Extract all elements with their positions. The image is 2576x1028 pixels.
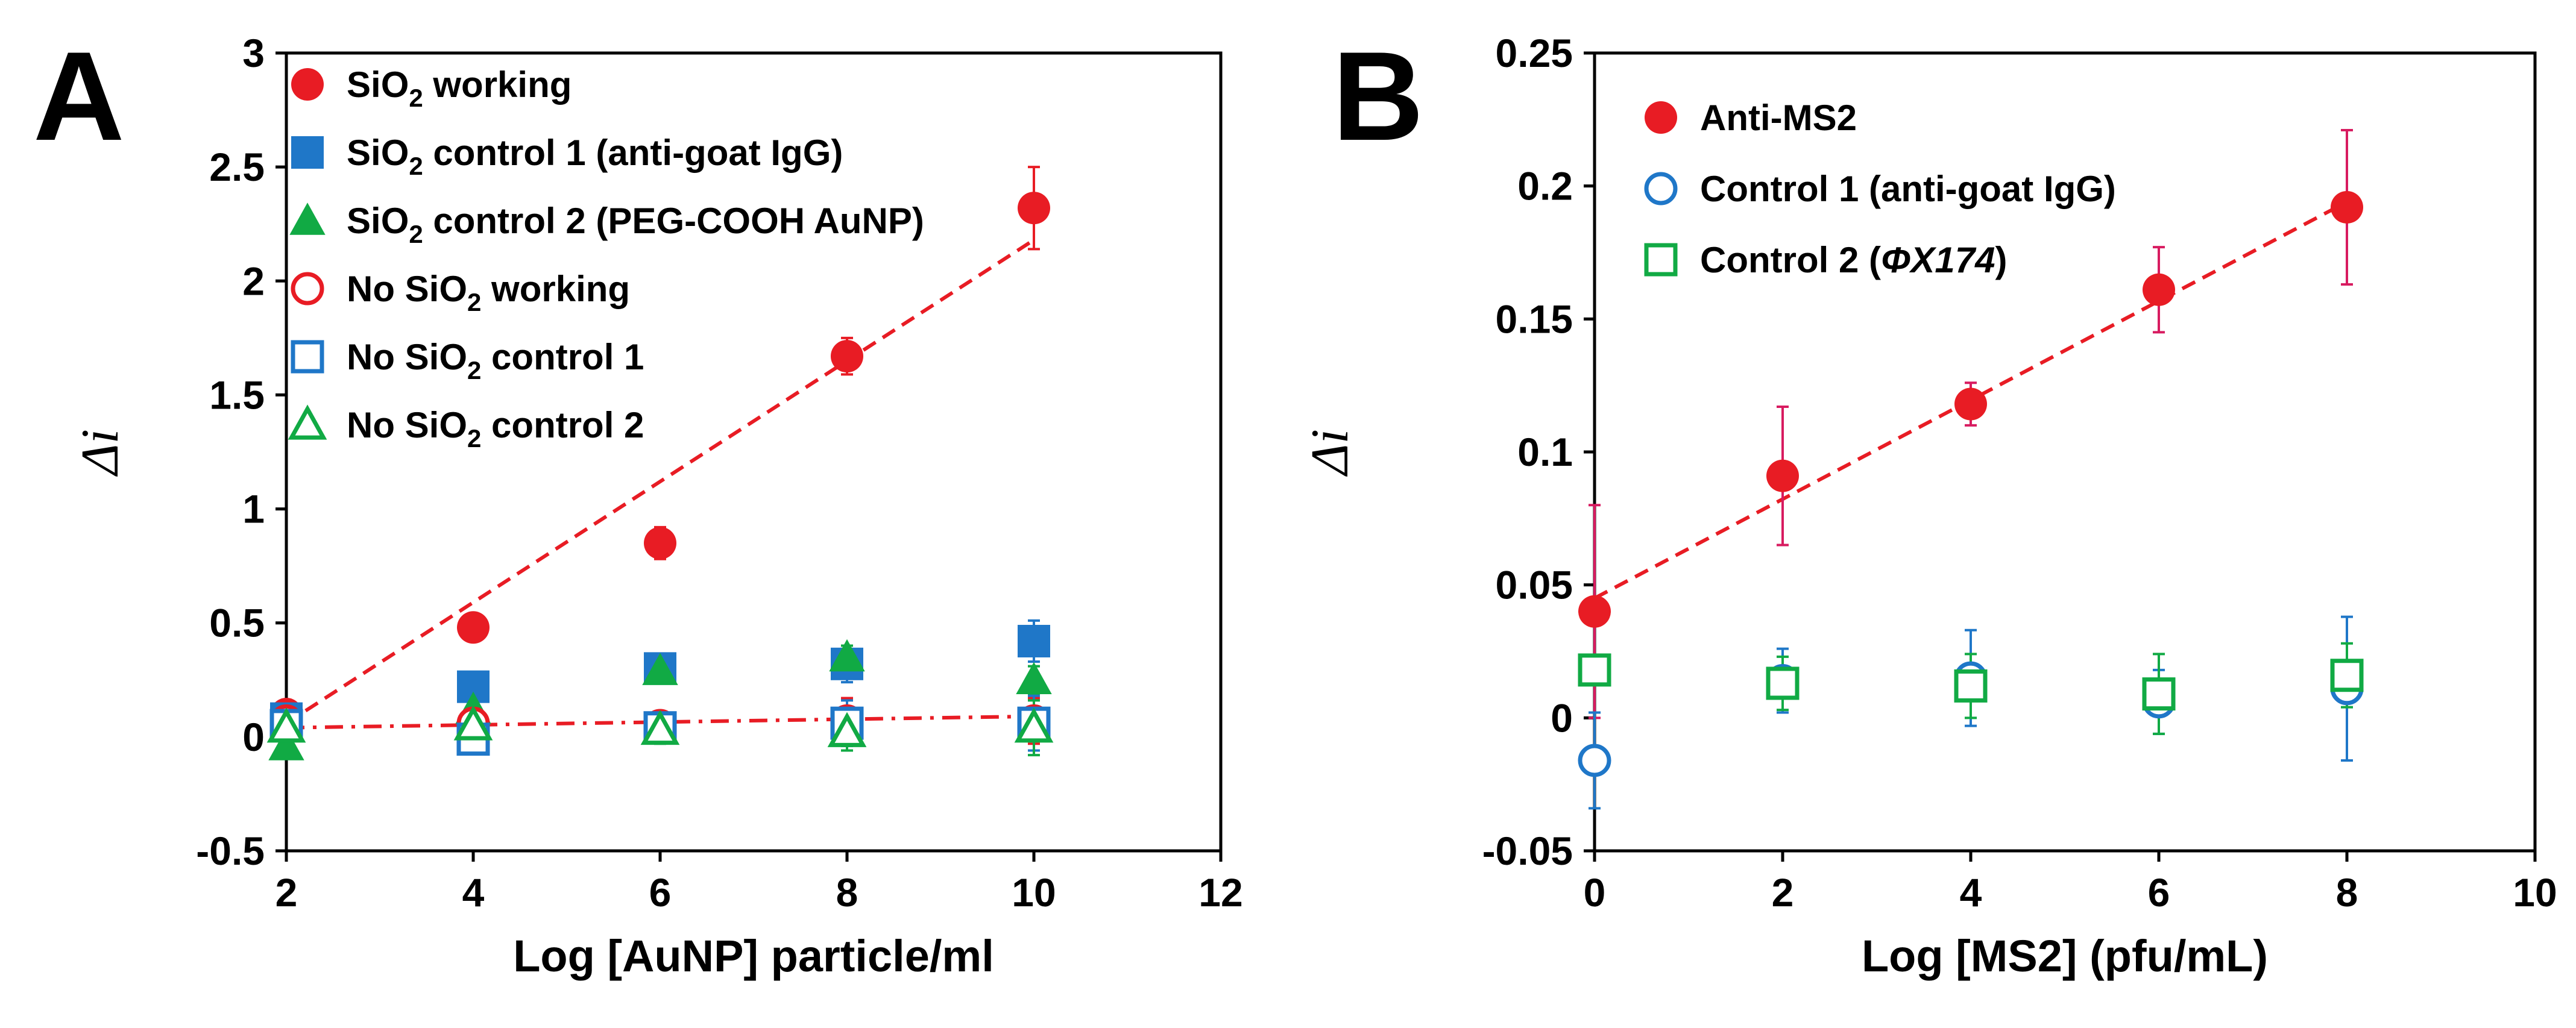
data-point (1014, 707, 1054, 743)
fit-line (285, 238, 1035, 725)
panel-label-a: A (33, 25, 125, 167)
data-point (268, 728, 304, 760)
x-tick-label: 2 (1772, 870, 1794, 915)
legend-marker (288, 404, 327, 440)
data-point (829, 639, 865, 672)
data-point (1018, 624, 1050, 657)
x-tick-label: 10 (1012, 870, 1056, 915)
legend-marker (289, 202, 326, 235)
data-point (453, 705, 493, 741)
x-tick-label: 0 (1584, 870, 1606, 915)
legend-marker (291, 272, 324, 306)
data-point (2142, 677, 2176, 711)
data-point (831, 340, 863, 373)
legend-marker (291, 136, 324, 169)
x-tick-label: 2 (276, 870, 298, 915)
y-tick-label: -0.05 (1482, 829, 1573, 873)
legend-label: No SiO2 working (347, 269, 630, 316)
x-tick-label: 6 (649, 870, 672, 915)
data-point (1954, 387, 1987, 421)
data-point (1766, 459, 1799, 492)
data-point (1766, 666, 1800, 700)
data-point (1578, 595, 1611, 628)
y-tick-label: 0 (1551, 695, 1573, 740)
data-point (2143, 273, 2175, 306)
data-point (266, 707, 306, 743)
legend-marker (291, 340, 324, 374)
x-tick-label: 4 (462, 870, 485, 915)
data-point (644, 527, 676, 560)
data-point (1016, 662, 1052, 695)
y-axis-label: Δi (1301, 429, 1359, 477)
legend-marker (1645, 101, 1677, 134)
legend-label: Control 1 (anti-goat IgG) (1700, 169, 2116, 209)
legend-label: SiO2 control 1 (anti-goat IgG) (347, 133, 843, 180)
legend-marker (1644, 172, 1678, 205)
data-point (827, 712, 867, 747)
legend-marker (291, 68, 324, 101)
x-tick-label: 6 (2148, 870, 2170, 915)
y-tick-label: 1.5 (209, 372, 265, 417)
data-point (2331, 190, 2363, 224)
chart-panel-a: 2 4 6 8 10 12 -0.5 0 0.5 1 1.5 2 2.5 3 Log [AuNP] part… (71, 31, 1243, 981)
x-tick-label: 8 (836, 870, 858, 915)
plot-frame (285, 51, 1223, 853)
y-tick-label: 0.05 (1496, 563, 1573, 607)
y-tick-label: 0.5 (209, 601, 265, 645)
y-axis-label: Δi (71, 429, 130, 477)
data-point (1954, 669, 1988, 703)
y-tick-label: 0.2 (1517, 164, 1573, 208)
data-point (1578, 744, 1611, 777)
legend-label: SiO2 control 2 (PEG-COOH AuNP) (347, 201, 924, 248)
data-point (2330, 659, 2364, 692)
y-tick-label: 2.5 (209, 145, 265, 189)
x-tick-label: 10 (2513, 870, 2557, 915)
x-axis-label: Log [MS2] (pfu/mL) (1862, 931, 2268, 981)
data-point (640, 709, 680, 745)
y-tick-label: 0.15 (1496, 296, 1573, 341)
data-point (1018, 192, 1050, 225)
x-axis-label: Log [AuNP] particle/ml (513, 931, 994, 981)
legend: Anti-MS2 Control 1 (anti-goat IgG) Control… (1644, 98, 2116, 280)
y-tick-label: 3 (242, 31, 265, 75)
x-tick-label: 4 (1960, 870, 1982, 915)
legend-label: No SiO2 control 2 (347, 405, 644, 453)
legend-label: SiO2 working (347, 64, 572, 112)
data-point (642, 653, 678, 685)
x-tick-label: 12 (1198, 870, 1242, 915)
legend: SiO2 working SiO2 control 1 (anti-goat Ig… (288, 64, 924, 453)
x-tick-label: 8 (2336, 870, 2358, 915)
y-tick-label: -0.5 (196, 829, 265, 873)
y-tick-label: 1 (242, 487, 265, 531)
panel-label-b: B (1332, 25, 1424, 167)
y-tick-label: 0.1 (1517, 430, 1573, 474)
legend-label: No SiO2 control 1 (347, 337, 644, 384)
y-tick-label: 0 (242, 715, 265, 759)
data-point (457, 611, 490, 644)
data-point (1578, 653, 1611, 687)
y-tick-label: 2 (242, 259, 265, 303)
legend-marker (1644, 243, 1678, 277)
legend-label: Control 2 (ΦX174) (1700, 240, 2007, 280)
legend-label: Anti-MS2 (1700, 98, 1857, 138)
y-tick-label: 0.25 (1496, 31, 1573, 75)
